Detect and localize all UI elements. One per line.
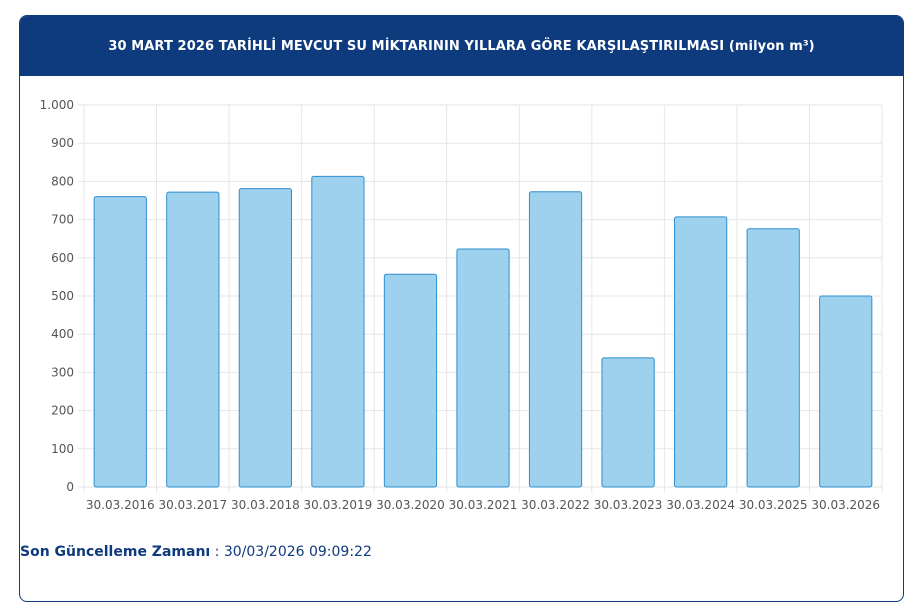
x-tick-label: 30.03.2023 <box>594 498 663 512</box>
bar <box>674 216 728 488</box>
bar <box>383 273 438 488</box>
last-update-separator: : <box>210 544 224 560</box>
chart-title: 30 MART 2026 TARİHLİ MEVCUT SU MİKTARINI… <box>108 38 815 54</box>
x-tick-label: 30.03.2016 <box>86 498 155 512</box>
y-tick-label: 300 <box>51 365 74 379</box>
bar <box>238 188 292 488</box>
last-update: Son Güncelleme Zamanı : 30/03/2026 09:09… <box>20 544 372 560</box>
last-update-value: 30/03/2026 09:09:22 <box>223 544 372 560</box>
x-tick-label: 30.03.2019 <box>304 498 373 512</box>
x-tick-label: 30.03.2020 <box>376 498 445 512</box>
bar <box>601 357 655 488</box>
bar <box>311 175 365 488</box>
bar <box>746 228 800 488</box>
y-tick-label: 900 <box>51 136 74 150</box>
x-tick-label: 30.03.2017 <box>158 498 227 512</box>
y-tick-label: 200 <box>51 404 74 418</box>
bar <box>819 295 873 488</box>
y-tick-label: 700 <box>51 213 74 227</box>
bar <box>166 191 220 488</box>
y-tick-label: 100 <box>51 442 74 456</box>
bar <box>528 191 583 488</box>
y-tick-label: 0 <box>66 480 74 494</box>
x-tick-label: 30.03.2021 <box>449 498 518 512</box>
y-tick-label: 800 <box>51 174 74 188</box>
y-tick-label: 400 <box>51 327 74 341</box>
y-tick-label: 600 <box>51 251 74 265</box>
bar <box>93 196 147 488</box>
y-tick-label: 1.000 <box>40 98 74 112</box>
x-tick-label: 30.03.2026 <box>811 498 880 512</box>
x-tick-label: 30.03.2022 <box>521 498 590 512</box>
y-tick-label: 500 <box>51 289 74 303</box>
x-tick-label: 30.03.2024 <box>666 498 735 512</box>
chart-header: 30 MART 2026 TARİHLİ MEVCUT SU MİKTARINI… <box>20 16 903 76</box>
x-tick-label: 30.03.2018 <box>231 498 300 512</box>
x-tick-label: 30.03.2025 <box>739 498 808 512</box>
last-update-label: Son Güncelleme Zamanı <box>20 544 211 560</box>
bar <box>456 248 510 488</box>
